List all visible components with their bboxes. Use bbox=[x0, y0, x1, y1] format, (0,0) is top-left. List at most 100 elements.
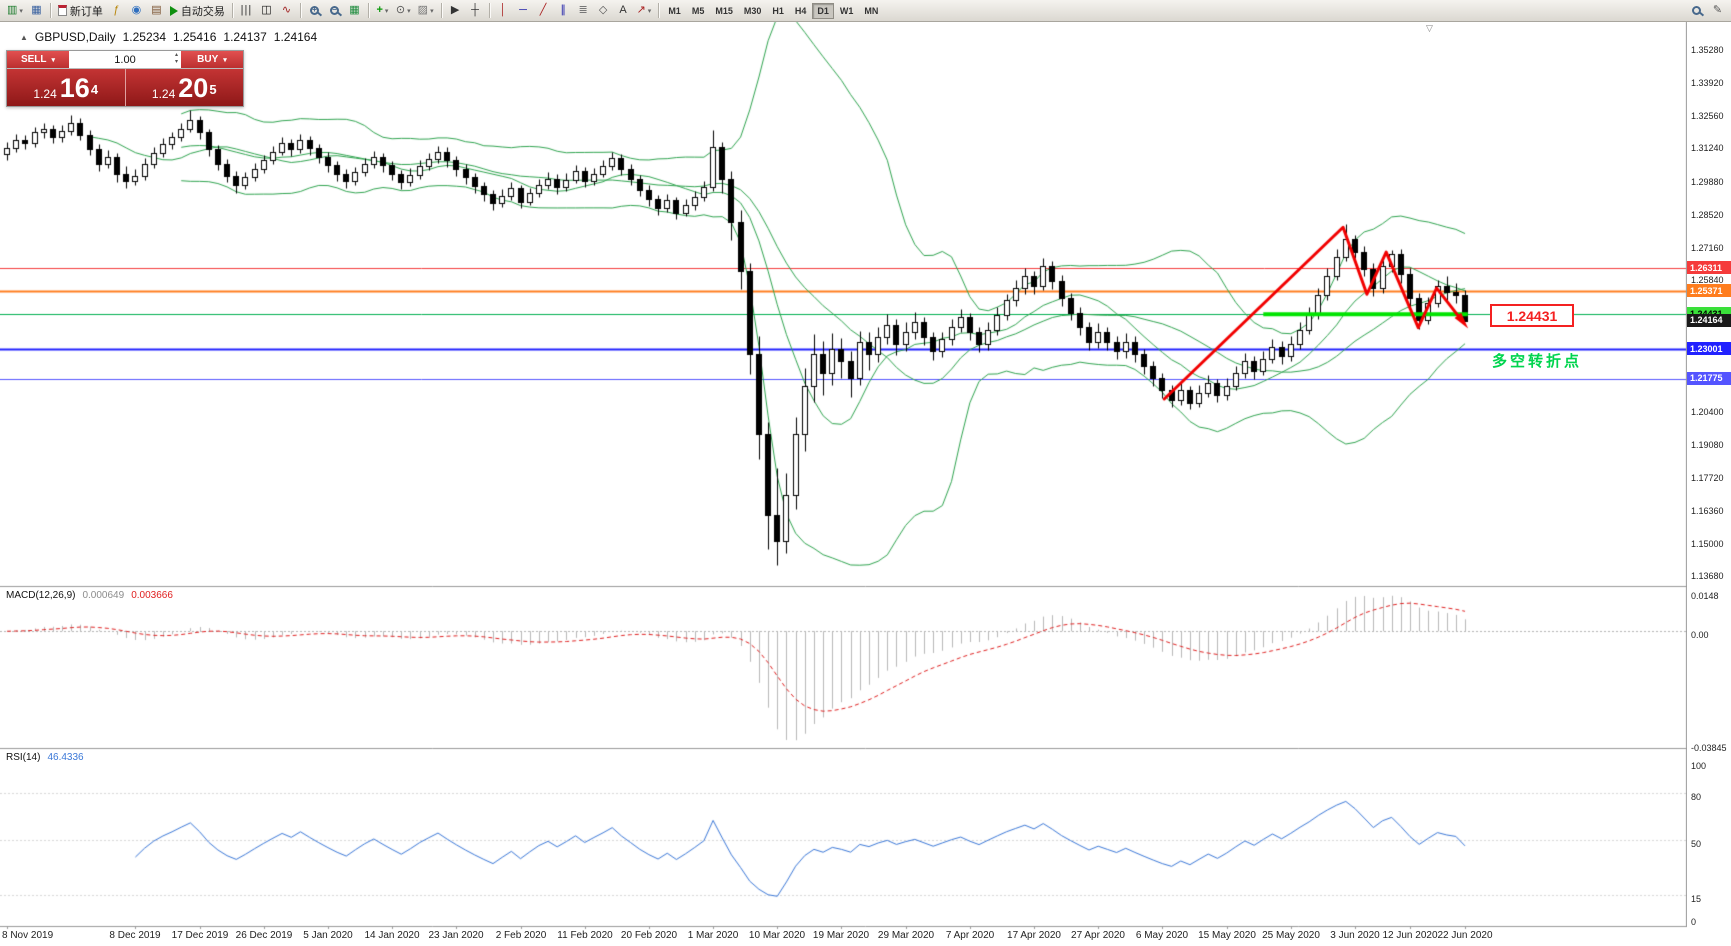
indicator-icon: + bbox=[376, 4, 383, 16]
chart-plus-icon: ▥ bbox=[7, 4, 18, 16]
chart-context-icon: ▲ bbox=[20, 32, 28, 42]
crosshair-icon: ┼ bbox=[471, 4, 479, 16]
macd-scale-max: 0.0148 bbox=[1691, 591, 1719, 601]
price-level-label: 1.21775 bbox=[1687, 371, 1731, 385]
rsi-label: RSI(14) 46.4336 bbox=[6, 752, 84, 763]
new-order-button[interactable]: 新订单 bbox=[55, 2, 106, 20]
chevron-down-icon: ▾ bbox=[384, 7, 389, 15]
edit-button[interactable]: ✎ bbox=[1708, 2, 1727, 20]
date-axis[interactable]: 8 Nov 2019 8 Dec 2019 17 Dec 2019 26 Dec 20… bbox=[0, 928, 1686, 946]
profiles-button[interactable]: ▦ bbox=[27, 2, 46, 20]
clock-icon: ⊙ bbox=[395, 4, 406, 16]
timeframe-h4[interactable]: H4 bbox=[794, 5, 807, 16]
toolbar-separator bbox=[49, 3, 51, 18]
rsi-value: 46.4336 bbox=[47, 752, 84, 763]
buy-button[interactable]: BUY ▾ bbox=[181, 51, 243, 68]
rsi-scale-tick: 0 bbox=[1691, 917, 1697, 927]
date-label: 26 Dec 2019 bbox=[235, 930, 293, 941]
indicators-button[interactable]: + ▾ bbox=[373, 2, 392, 20]
vertical-line-button[interactable]: │ bbox=[494, 2, 513, 20]
zoom-out-icon: − bbox=[329, 5, 339, 15]
one-click-price-row: 1.24 16 4 1.24 20 5 bbox=[7, 69, 243, 106]
timeframe-w1[interactable]: W1 bbox=[839, 5, 854, 16]
person-icon: ◉ bbox=[131, 4, 142, 16]
toolbar: ▥ ▾ ▦ 新订单 ƒ ◉ ▤ 自动交易 ||| ◫ ∿ + − ▦ + ▾ ⊙ ▾ ▨ ▾ ▶ ┼ │ ─ ╱ ∥ ≣ ◇ A ↗ ▾ M1… bbox=[0, 0, 1731, 22]
price-tick: 1.32560 bbox=[1691, 111, 1724, 122]
buy-price-button[interactable]: 1.24 20 5 bbox=[125, 69, 243, 106]
arrows-button[interactable]: ↗ ▾ bbox=[634, 2, 655, 20]
hline-icon: ─ bbox=[519, 4, 527, 16]
timeframe-m15[interactable]: M15 bbox=[715, 5, 733, 16]
date-label: 14 Jan 2020 bbox=[364, 930, 420, 941]
candlestick-chart-button[interactable]: ◫ bbox=[257, 2, 276, 20]
sell-button[interactable]: SELL ▾ bbox=[7, 51, 69, 68]
macd-label: MACD(12,26,9) 0.000649 0.003666 bbox=[6, 590, 173, 601]
new-chart-button[interactable]: ▥ ▾ bbox=[4, 2, 26, 20]
pencil-icon: ✎ bbox=[1712, 4, 1723, 16]
shapes-button[interactable]: ◇ bbox=[594, 2, 613, 20]
ohlc-close: 1.24164 bbox=[273, 30, 318, 44]
templates-button[interactable]: ▨ ▾ bbox=[415, 2, 437, 20]
price-tick: 1.17720 bbox=[1691, 472, 1724, 483]
price-level-label: 1.23001 bbox=[1687, 342, 1731, 356]
timeframe-mn[interactable]: MN bbox=[864, 5, 879, 16]
fibonacci-button[interactable]: ≣ bbox=[574, 2, 593, 20]
cursor-icon: ▶ bbox=[450, 4, 460, 16]
volume-input[interactable]: 1.00 ▴ ▾ bbox=[69, 51, 181, 68]
history-button[interactable]: ▤ bbox=[147, 2, 166, 20]
date-label: 15 May 2020 bbox=[1198, 930, 1256, 941]
timeframe-m5[interactable]: M5 bbox=[691, 5, 705, 16]
timeframe-m30[interactable]: M30 bbox=[743, 5, 762, 16]
price-tick: 1.13680 bbox=[1691, 571, 1724, 581]
date-label: 25 May 2020 bbox=[1262, 930, 1320, 941]
trendline-button[interactable]: ╱ bbox=[534, 2, 553, 20]
price-tick: 1.27160 bbox=[1691, 242, 1724, 253]
zoom-in-button[interactable]: + bbox=[305, 2, 324, 20]
rsi-scale-tick: 100 bbox=[1691, 761, 1707, 771]
fibo-icon: ≣ bbox=[578, 4, 588, 16]
price-level-label: 1.26311 bbox=[1687, 261, 1731, 275]
accounts-button[interactable]: ◉ bbox=[127, 2, 146, 20]
autotrading-button[interactable]: 自动交易 bbox=[167, 2, 228, 20]
horizontal-line-button[interactable]: ─ bbox=[514, 2, 533, 20]
windows-icon: ▦ bbox=[31, 4, 42, 16]
magnifier-sign: − bbox=[332, 5, 337, 14]
chevron-down-icon: ▾ bbox=[647, 7, 652, 15]
crosshair-button[interactable]: ┼ bbox=[466, 2, 485, 20]
search-button[interactable] bbox=[1687, 2, 1706, 20]
sell-price-button[interactable]: 1.24 16 4 bbox=[7, 69, 126, 106]
bar-chart-button[interactable]: ||| bbox=[237, 2, 256, 20]
timeframe-d1[interactable]: D1 bbox=[812, 2, 834, 19]
price-callout-label: 1.24431 bbox=[1490, 304, 1574, 327]
channel-button[interactable]: ∥ bbox=[554, 2, 573, 20]
macd-signal-value: 0.003666 bbox=[131, 590, 173, 601]
line-chart-button[interactable]: ∿ bbox=[277, 2, 296, 20]
shapes-icon: ◇ bbox=[598, 4, 608, 16]
date-label: 11 Feb 2020 bbox=[557, 930, 613, 941]
price-tick: 1.31240 bbox=[1691, 143, 1724, 154]
price-tick: 1.25840 bbox=[1691, 274, 1724, 285]
rsi-name: RSI(14) bbox=[6, 752, 41, 763]
expert-advisors-button[interactable]: ƒ bbox=[107, 2, 126, 20]
line-icon: ∿ bbox=[281, 4, 292, 16]
chevron-down-icon: ▾ bbox=[51, 56, 56, 64]
chevron-down-icon: ▾ bbox=[223, 56, 227, 64]
timeframe-m1[interactable]: M1 bbox=[668, 5, 681, 16]
periods-button[interactable]: ⊙ ▾ bbox=[393, 2, 414, 20]
chart-title: ▲ GBPUSD,Daily 1.25234 1.25416 1.24137 1… bbox=[20, 30, 317, 44]
rsi-scale-tick: 50 bbox=[1691, 839, 1702, 849]
toolbar-separator bbox=[488, 3, 490, 18]
arrows-icon: ↗ bbox=[636, 4, 646, 16]
bolt-icon: ƒ bbox=[113, 4, 120, 16]
timeframe-h1[interactable]: H1 bbox=[772, 5, 784, 16]
volume-stepper[interactable]: ▴ ▾ bbox=[174, 52, 178, 65]
one-click-header-row: SELL ▾ 1.00 ▴ ▾ BUY ▾ bbox=[7, 51, 243, 69]
date-label: 5 Jan 2020 bbox=[303, 930, 353, 941]
price-scale[interactable]: 1.35280 1.33920 1.32560 1.31240 1.29880 1.285… bbox=[1687, 22, 1731, 946]
zoom-out-button[interactable]: − bbox=[325, 2, 344, 20]
cursor-button[interactable]: ▶ bbox=[446, 2, 465, 20]
tile-windows-button[interactable]: ▦ bbox=[345, 2, 364, 20]
vline-icon: │ bbox=[499, 4, 507, 16]
text-button[interactable]: A bbox=[614, 2, 633, 20]
